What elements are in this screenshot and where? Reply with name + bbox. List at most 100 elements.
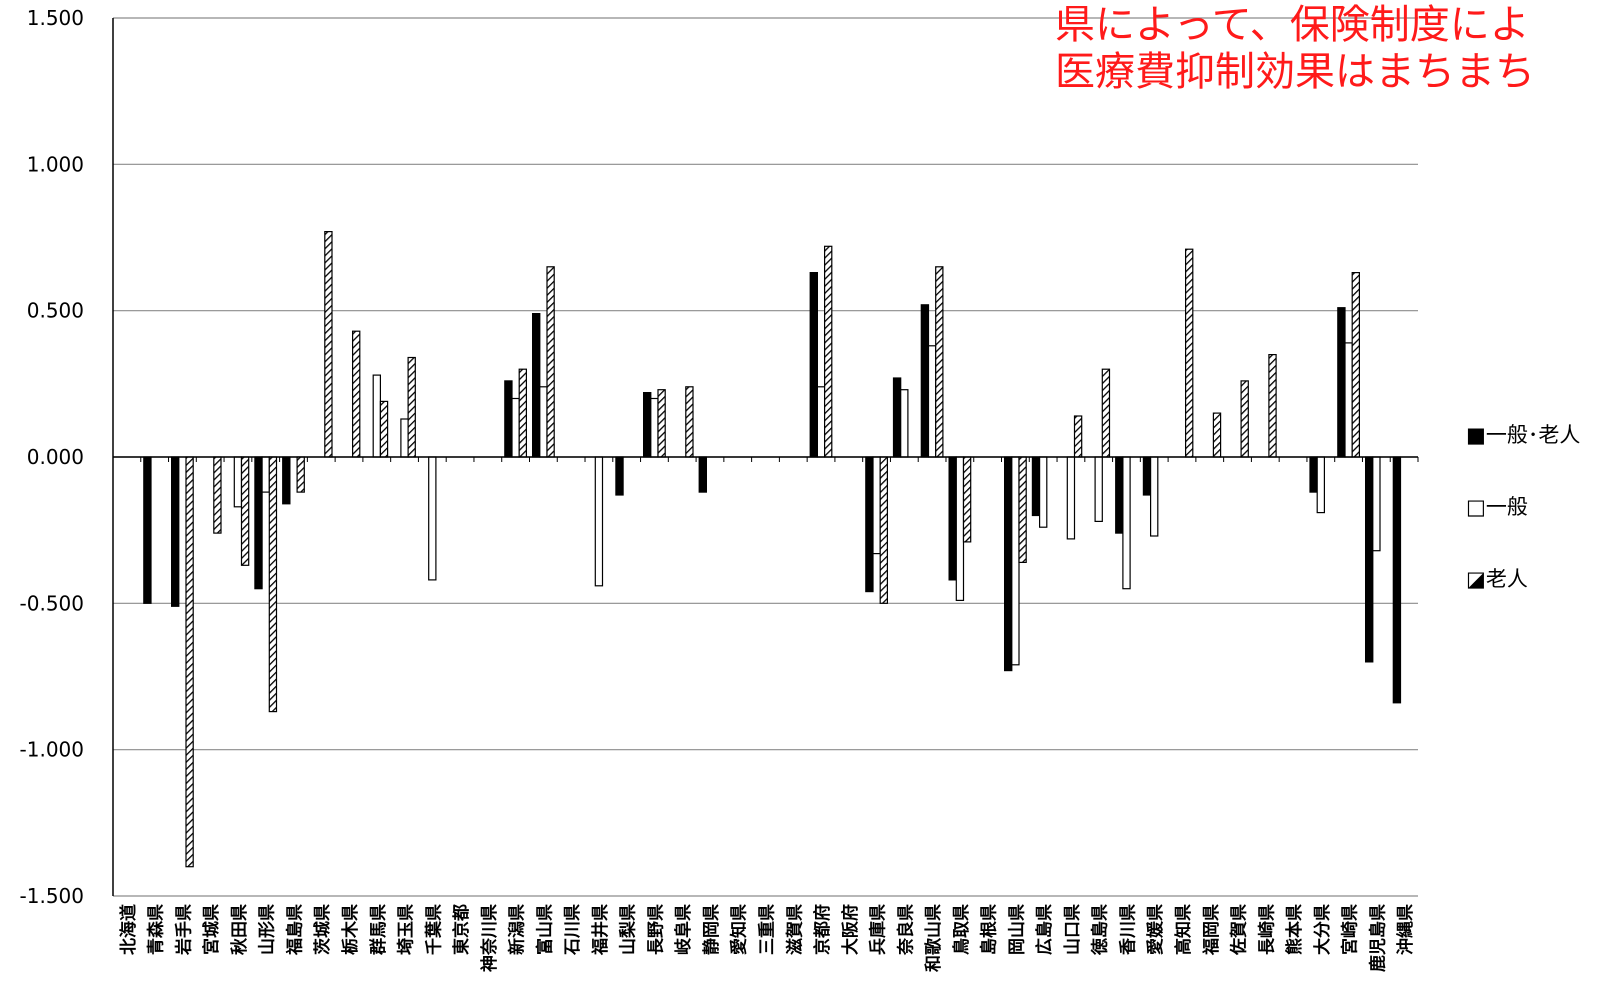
x-tick-label: 青森県 <box>146 904 167 955</box>
bar-white-長野県 <box>650 397 659 458</box>
x-tick-label: 三重県 <box>757 904 778 955</box>
bar-white-新潟県 <box>511 397 520 458</box>
bar-black-大分県 <box>1309 456 1318 493</box>
x-tick-label: 新潟県 <box>507 904 528 955</box>
bar-white-山形県 <box>261 456 270 493</box>
x-tick-label: 長崎県 <box>1256 904 1277 955</box>
bar-hatch-和歌山県 <box>935 266 944 458</box>
x-axis-tick-labels: 北海道 青森県 岩手県 宮城県 秋田県 山形県 福島県 茨城県 栃木県 群馬県 埼玉県 千葉県 東京都神… <box>118 904 1416 972</box>
x-tick-label: 宮城県 <box>201 904 222 955</box>
bar-hatch-山口県 <box>1073 415 1083 458</box>
bar-hatch-佐賀県 <box>1240 380 1249 458</box>
x-tick-label: 熊本県 <box>1284 904 1305 955</box>
axes <box>112 18 1419 896</box>
bar-black-岩手県 <box>171 456 180 607</box>
x-tick-label: 滋賀県 <box>784 904 805 955</box>
x-tick-label: 広島県 <box>1034 904 1055 955</box>
bar-black-広島県 <box>1031 456 1041 517</box>
bar-black-長野県 <box>642 392 652 458</box>
x-tick-label: 埼玉県 <box>396 904 417 955</box>
bar-hatch-富山県 <box>546 266 555 458</box>
x-tick-label: 岐阜県 <box>673 904 694 955</box>
x-tick-label: 鹿児島県 <box>1367 904 1388 972</box>
x-tick-label: 岩手県 <box>173 904 194 956</box>
bar-black-青森県 <box>143 456 152 604</box>
x-tick-label: 東京都 <box>451 904 472 955</box>
legend-item-general: □一般 <box>1466 490 1580 522</box>
bar-black-和歌山県 <box>920 304 930 458</box>
x-tick-label: 高知県 <box>1173 904 1194 955</box>
bar-black-富山県 <box>531 313 541 458</box>
x-tick-label: 山梨県 <box>618 904 639 955</box>
bar-black-京都府 <box>809 272 819 458</box>
bar-black-山梨県 <box>615 456 624 496</box>
x-tick-label: 徳島県 <box>1090 904 1111 956</box>
x-tick-label: 京都府 <box>812 904 833 955</box>
bar-hatch-岩手県 <box>185 456 194 868</box>
legend-item-general-elderly: ■一般･老人 <box>1466 418 1580 450</box>
bar-hatch-福岡県 <box>1212 412 1222 458</box>
bar-hatch-徳島県 <box>1101 368 1111 458</box>
bar-black-岡山県 <box>1003 456 1013 672</box>
bar-white-鳥取県 <box>955 456 965 601</box>
y-tick-label: -1.000 <box>20 738 84 762</box>
bar-hatch-群馬県 <box>379 400 389 458</box>
y-tick-label: -1.500 <box>20 884 84 908</box>
bar-white-愛媛県 <box>1149 456 1159 537</box>
x-tick-label: 愛知県 <box>729 904 750 955</box>
x-tick-label: 佐賀県 <box>1229 904 1250 956</box>
bar-hatch-高知県 <box>1184 248 1194 458</box>
bar-hatch-長野県 <box>657 389 666 458</box>
x-tick-label: 大阪府 <box>840 904 861 955</box>
x-tick-label: 福井県 <box>590 904 611 956</box>
legend: ■一般･老人 □一般 ◪老人 <box>1466 418 1580 634</box>
chart-annotation: 県によって、保険制度によ 医療費抑制効果はまちまち <box>1055 2 1535 95</box>
bar-white-山口県 <box>1066 456 1076 540</box>
bar-hatch-岐阜県 <box>685 386 694 458</box>
legend-item-elderly: ◪老人 <box>1466 562 1580 594</box>
bar-hatch-岡山県 <box>1018 456 1027 564</box>
y-tick-label: 0.000 <box>27 445 84 469</box>
bar-hatch-宮城県 <box>213 456 222 534</box>
bar-hatch-兵庫県 <box>879 456 889 604</box>
y-tick-label: 1.000 <box>27 152 84 176</box>
bar-black-沖縄県 <box>1392 456 1402 704</box>
x-tick-label: 静岡県 <box>701 904 722 955</box>
bar-white-京都府 <box>816 386 826 458</box>
x-tick-label: 沖縄県 <box>1395 904 1416 955</box>
x-tick-label: 福島県 <box>285 904 306 956</box>
y-tick-label: 1.500 <box>27 6 84 30</box>
bar-black-静岡県 <box>698 456 708 493</box>
x-tick-label: 島根県 <box>979 904 1000 955</box>
bar-black-宮崎県 <box>1337 307 1346 458</box>
bar-white-秋田県 <box>233 456 243 508</box>
x-tick-label: 長野県 <box>646 904 666 955</box>
bar-black-山形県 <box>254 456 263 590</box>
x-tick-label: 富山県 <box>534 904 555 955</box>
x-tick-label: 栃木県 <box>340 904 361 955</box>
x-tick-label: 北海道 <box>118 904 139 955</box>
bar-black-新潟県 <box>504 380 513 458</box>
bar-white-和歌山県 <box>927 345 937 458</box>
x-tick-label: 群馬県 <box>368 904 389 955</box>
bar-white-鹿児島県 <box>1372 456 1381 552</box>
bar-white-兵庫県 <box>872 456 881 555</box>
bar-hatch-長崎県 <box>1268 354 1277 458</box>
bar-white-埼玉県 <box>400 418 409 458</box>
x-tick-label: 宮崎県 <box>1340 904 1361 955</box>
bar-black-愛媛県 <box>1142 456 1152 496</box>
bar-black-鹿児島県 <box>1364 456 1374 663</box>
bar-hatch-新潟県 <box>518 368 528 458</box>
x-tick-label: 愛媛県 <box>1145 904 1166 955</box>
bar-white-宮崎県 <box>1344 342 1353 458</box>
bar-white-大分県 <box>1316 456 1325 514</box>
x-tick-label: 兵庫県 <box>868 904 889 955</box>
bar-hatch-山形県 <box>268 456 278 713</box>
x-tick-label: 石川県 <box>563 904 583 956</box>
bar-hatch-鳥取県 <box>962 456 972 543</box>
bar-hatch-茨城県 <box>324 231 333 458</box>
x-tick-label: 和歌山県 <box>923 904 944 972</box>
bar-white-奈良県 <box>900 389 909 458</box>
x-tick-label: 香川県 <box>1119 904 1139 955</box>
bar-black-奈良県 <box>892 377 902 458</box>
